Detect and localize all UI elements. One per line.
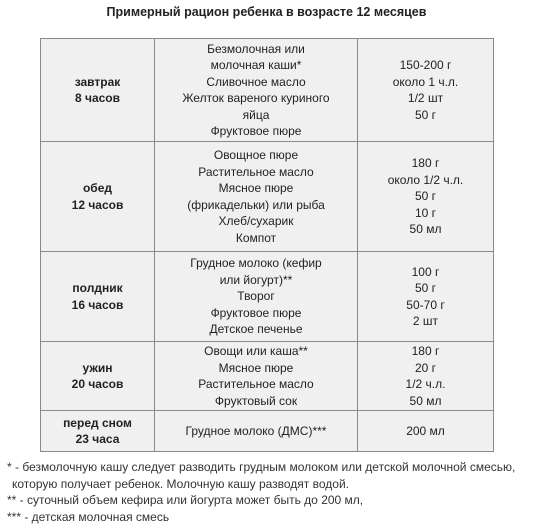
food-line: Хлеб/сухарик	[218, 214, 294, 228]
food-line: яйца	[242, 107, 270, 122]
food-line: Желток вареного куриного	[182, 91, 330, 105]
amount-line: 150-200 г	[399, 58, 452, 72]
meal-line: 12 часов	[71, 197, 124, 212]
amount-line: 50 г	[414, 189, 437, 204]
table-row: полдник 16 часов Грудное молоко (кефир или …	[40, 251, 494, 342]
amounts-cell: 180 г около 1/2 ч.л. 50 г 10 г 50 мл	[357, 141, 494, 252]
amount-line: 1/2 ч.л.	[405, 377, 446, 391]
food-line: (фрикадельки) или рыба	[187, 197, 325, 212]
footnotes: * - безмолочную кашу следует разводить г…	[7, 459, 515, 525]
amounts-cell: 200 мл	[357, 410, 494, 452]
ration-table: завтрак 8 часов Безмолочная или молочная ка…	[40, 38, 494, 452]
food-line: Грудное молоко (ДМС)***	[185, 423, 327, 438]
meal-cell: ужин 20 часов	[40, 341, 155, 411]
meal-line: 20 часов	[71, 377, 124, 391]
food-line: Мясное пюре	[218, 360, 294, 375]
title: Примерный рацион ребенка в возрасте 12 м…	[106, 5, 427, 19]
table-row: перед сном 23 часа Грудное молоко (ДМС)***…	[40, 410, 494, 452]
meal-cell: полдник 16 часов	[40, 251, 155, 342]
amount-line: 2 шт	[412, 314, 439, 328]
meal-cell: завтрак 8 часов	[40, 38, 155, 142]
food-line: Детское печенье	[209, 322, 303, 337]
footnote: которую получает ребенок. Молочную кашу …	[12, 476, 349, 491]
table-row: обед 12 часов Овощное пюре Растительное мас…	[40, 141, 494, 252]
foods-cell: Безмолочная или молочная каши* Сливочное м…	[154, 38, 358, 142]
food-line: Растительное масло	[198, 164, 314, 179]
food-line: Сливочное масло	[206, 74, 306, 89]
food-line: Компот	[235, 230, 277, 245]
amounts-cell: 100 г 50 г 50-70 г 2 шт	[357, 251, 494, 342]
amount-line: 50-70 г	[406, 297, 445, 312]
meal-line: 8 часов	[74, 91, 121, 105]
table-row: ужин 20 часов Овощи или каша** Мясное пюре Р…	[40, 341, 494, 411]
amount-line: 50 г	[414, 107, 437, 122]
food-line: Растительное масло	[198, 377, 314, 391]
meal-line: завтрак	[74, 74, 121, 89]
amount-line: 10 г	[414, 205, 437, 220]
amount-line: 50 г	[414, 281, 437, 295]
table-row: завтрак 8 часов Безмолочная или молочная ка…	[40, 38, 494, 142]
amount-line: 50 мл	[409, 393, 442, 408]
food-line: Грудное молоко (кефир	[190, 256, 322, 271]
foods-cell: Овощное пюре Растительное масло Мясное пюр…	[154, 141, 358, 252]
meal-line: 23 часа	[75, 432, 120, 446]
footnote: *** - детская молочная смесь	[7, 509, 170, 524]
food-line: Овощное пюре	[213, 148, 299, 162]
food-line: Безмолочная или	[207, 41, 305, 56]
meal-line: полдник	[72, 281, 123, 295]
amount-line: 180 г	[411, 344, 440, 358]
food-line: Овощи или каша**	[204, 344, 308, 358]
food-line: или йогурт)**	[219, 272, 293, 287]
food-line: Фруктовое пюре	[210, 305, 302, 320]
footnote: * - безмолочную кашу следует разводить г…	[7, 460, 516, 474]
amount-line: 100 г	[411, 264, 440, 279]
amount-line: 200 мл	[406, 423, 445, 438]
food-line: Фруктовый сок	[214, 393, 298, 408]
amount-line: около 1/2 ч.л.	[387, 172, 464, 187]
amount-line: 180 г	[411, 156, 440, 171]
amount-line: около 1 ч.л.	[392, 74, 459, 89]
amounts-cell: 180 г 20 г 1/2 ч.л. 50 мл	[357, 341, 494, 411]
foods-cell: Овощи или каша** Мясное пюре Растительное …	[154, 341, 358, 411]
foods-cell: Грудное молоко (кефир или йогурт)** Творог…	[154, 251, 358, 342]
food-line: молочная каши*	[210, 58, 302, 72]
meal-cell: обед 12 часов	[40, 141, 155, 252]
amount-line: 1/2 шт	[407, 91, 444, 105]
meal-line: обед	[82, 181, 113, 195]
food-line: Творог	[237, 289, 275, 304]
amount-line: 50 мл	[409, 222, 442, 237]
footnote: ** - суточный объем кефира или йогурта м…	[7, 493, 364, 507]
food-line: Мясное пюре	[218, 181, 294, 195]
meal-cell: перед сном 23 часа	[40, 410, 155, 452]
foods-cell: Грудное молоко (ДМС)***	[154, 410, 358, 452]
food-line: Фруктовое пюре	[210, 124, 302, 138]
amount-line: 20 г	[414, 360, 437, 375]
amounts-cell: 150-200 г около 1 ч.л. 1/2 шт 50 г	[357, 38, 494, 142]
meal-line: перед сном	[63, 415, 132, 430]
meal-line: 16 часов	[71, 297, 124, 312]
meal-line: ужин	[82, 360, 113, 375]
